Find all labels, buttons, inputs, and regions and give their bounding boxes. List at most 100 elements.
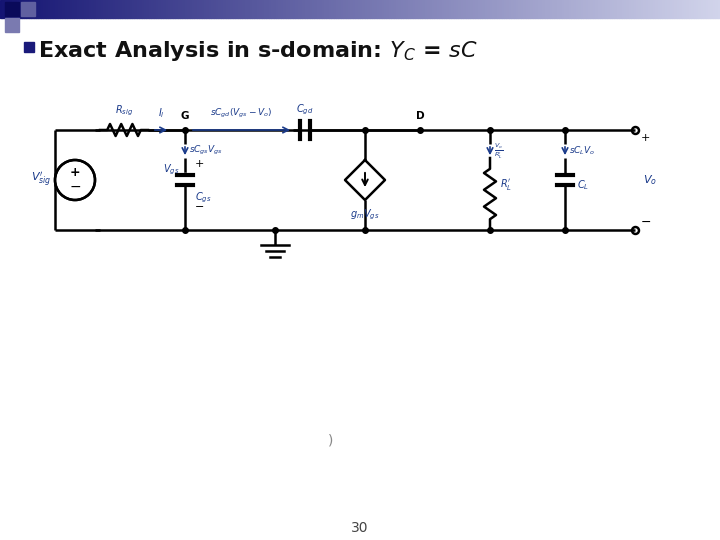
- Bar: [175, 0, 178, 18]
- Text: $V_{sig}'$: $V_{sig}'$: [30, 171, 51, 190]
- Bar: [117, 0, 120, 18]
- Bar: [329, 0, 331, 18]
- Text: $\frac{V_o}{R_L'}$: $\frac{V_o}{R_L'}$: [494, 141, 503, 161]
- Bar: [218, 0, 221, 18]
- Text: $R_L'$: $R_L'$: [500, 178, 512, 192]
- Bar: [77, 0, 79, 18]
- Bar: [535, 0, 538, 18]
- Bar: [691, 0, 693, 18]
- Bar: [696, 0, 698, 18]
- Bar: [379, 0, 382, 18]
- Bar: [317, 0, 319, 18]
- Bar: [506, 0, 509, 18]
- Bar: [358, 0, 360, 18]
- Bar: [583, 0, 585, 18]
- Bar: [545, 0, 547, 18]
- Bar: [48, 0, 50, 18]
- Bar: [610, 0, 612, 18]
- Bar: [310, 0, 312, 18]
- Bar: [405, 0, 408, 18]
- Bar: [670, 0, 672, 18]
- Text: $)$: $)$: [327, 432, 333, 448]
- Text: +: +: [195, 159, 204, 169]
- Bar: [353, 0, 355, 18]
- Bar: [127, 0, 130, 18]
- Bar: [163, 0, 166, 18]
- Bar: [99, 0, 101, 18]
- Bar: [653, 0, 655, 18]
- Bar: [247, 0, 250, 18]
- Bar: [408, 0, 410, 18]
- Bar: [74, 0, 77, 18]
- Bar: [14, 0, 17, 18]
- Text: −: −: [641, 215, 652, 228]
- Bar: [372, 0, 374, 18]
- Bar: [166, 0, 168, 18]
- Bar: [235, 0, 238, 18]
- Bar: [261, 0, 264, 18]
- Bar: [367, 0, 369, 18]
- Bar: [243, 0, 245, 18]
- Bar: [662, 0, 665, 18]
- Bar: [50, 0, 53, 18]
- Bar: [624, 0, 626, 18]
- Text: Exact Analysis in s-domain: $Y_C$ = $sC$: Exact Analysis in s-domain: $Y_C$ = $sC$: [38, 39, 477, 63]
- Bar: [79, 0, 81, 18]
- Bar: [693, 0, 696, 18]
- Bar: [466, 0, 468, 18]
- Bar: [113, 0, 115, 18]
- Bar: [511, 0, 513, 18]
- Bar: [209, 0, 211, 18]
- Bar: [497, 0, 499, 18]
- Bar: [139, 0, 142, 18]
- Bar: [427, 0, 430, 18]
- Bar: [254, 0, 257, 18]
- Bar: [655, 0, 657, 18]
- Bar: [554, 0, 557, 18]
- Bar: [355, 0, 358, 18]
- Bar: [72, 0, 74, 18]
- Bar: [331, 0, 333, 18]
- Bar: [650, 0, 653, 18]
- Bar: [362, 0, 365, 18]
- Bar: [418, 0, 420, 18]
- Bar: [135, 0, 137, 18]
- Bar: [89, 0, 91, 18]
- Circle shape: [55, 160, 95, 200]
- Bar: [451, 0, 454, 18]
- Bar: [24, 42, 34, 52]
- Bar: [513, 0, 516, 18]
- Bar: [631, 0, 634, 18]
- Bar: [233, 0, 235, 18]
- Bar: [389, 0, 391, 18]
- Bar: [593, 0, 595, 18]
- Bar: [374, 0, 377, 18]
- Bar: [377, 0, 379, 18]
- Bar: [108, 0, 110, 18]
- Bar: [293, 0, 295, 18]
- Bar: [540, 0, 542, 18]
- Bar: [480, 0, 482, 18]
- Bar: [509, 0, 511, 18]
- Bar: [482, 0, 485, 18]
- Bar: [430, 0, 432, 18]
- Bar: [151, 0, 153, 18]
- Bar: [360, 0, 362, 18]
- Bar: [396, 0, 398, 18]
- Bar: [475, 0, 477, 18]
- Text: $C_{gs}$: $C_{gs}$: [195, 191, 212, 205]
- Bar: [641, 0, 643, 18]
- Bar: [382, 0, 384, 18]
- Bar: [271, 0, 274, 18]
- Bar: [468, 0, 470, 18]
- Bar: [29, 0, 31, 18]
- Bar: [307, 0, 310, 18]
- Bar: [708, 0, 711, 18]
- Bar: [324, 0, 326, 18]
- Bar: [259, 0, 261, 18]
- Bar: [103, 0, 106, 18]
- Bar: [250, 0, 252, 18]
- Bar: [319, 0, 322, 18]
- Bar: [398, 0, 401, 18]
- Bar: [470, 0, 473, 18]
